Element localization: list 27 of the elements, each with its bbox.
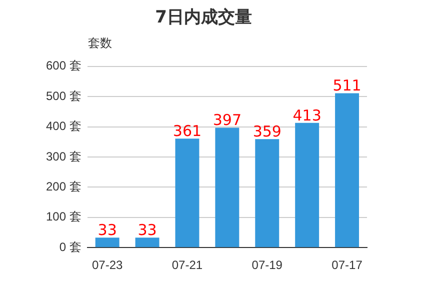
y-tick-label: 0 套 (59, 240, 82, 254)
data-label: 413 (292, 106, 322, 124)
data-label: 511 (332, 76, 362, 95)
y-tick-label: 400 套 (46, 119, 82, 134)
bar (295, 122, 320, 248)
x-tick-label: 07-21 (172, 258, 203, 272)
y-tick-label: 200 套 (46, 180, 82, 194)
bar (215, 128, 240, 248)
data-label: 359 (252, 122, 282, 141)
data-label: 33 (138, 221, 157, 240)
data-label: 397 (212, 111, 242, 130)
chart-title: 7日内成交量 (155, 8, 252, 28)
y-tick-label: 500 套 (46, 88, 82, 103)
y-tick-label: 100 套 (46, 210, 82, 224)
data-label: 361 (172, 122, 202, 140)
x-tick-label: 07-23 (92, 258, 123, 272)
y-tick-label: 300 套 (46, 149, 82, 164)
bar (255, 139, 280, 248)
y-tick-label: 600 套 (46, 58, 82, 73)
y-axis-title: 套数 (88, 35, 112, 52)
bar (135, 238, 160, 248)
bar (95, 238, 120, 248)
x-tick-label: 07-19 (252, 258, 283, 272)
data-label: 33 (98, 221, 117, 240)
bar (335, 93, 360, 248)
bar (175, 138, 200, 248)
x-tick-label: 07-17 (332, 258, 363, 272)
